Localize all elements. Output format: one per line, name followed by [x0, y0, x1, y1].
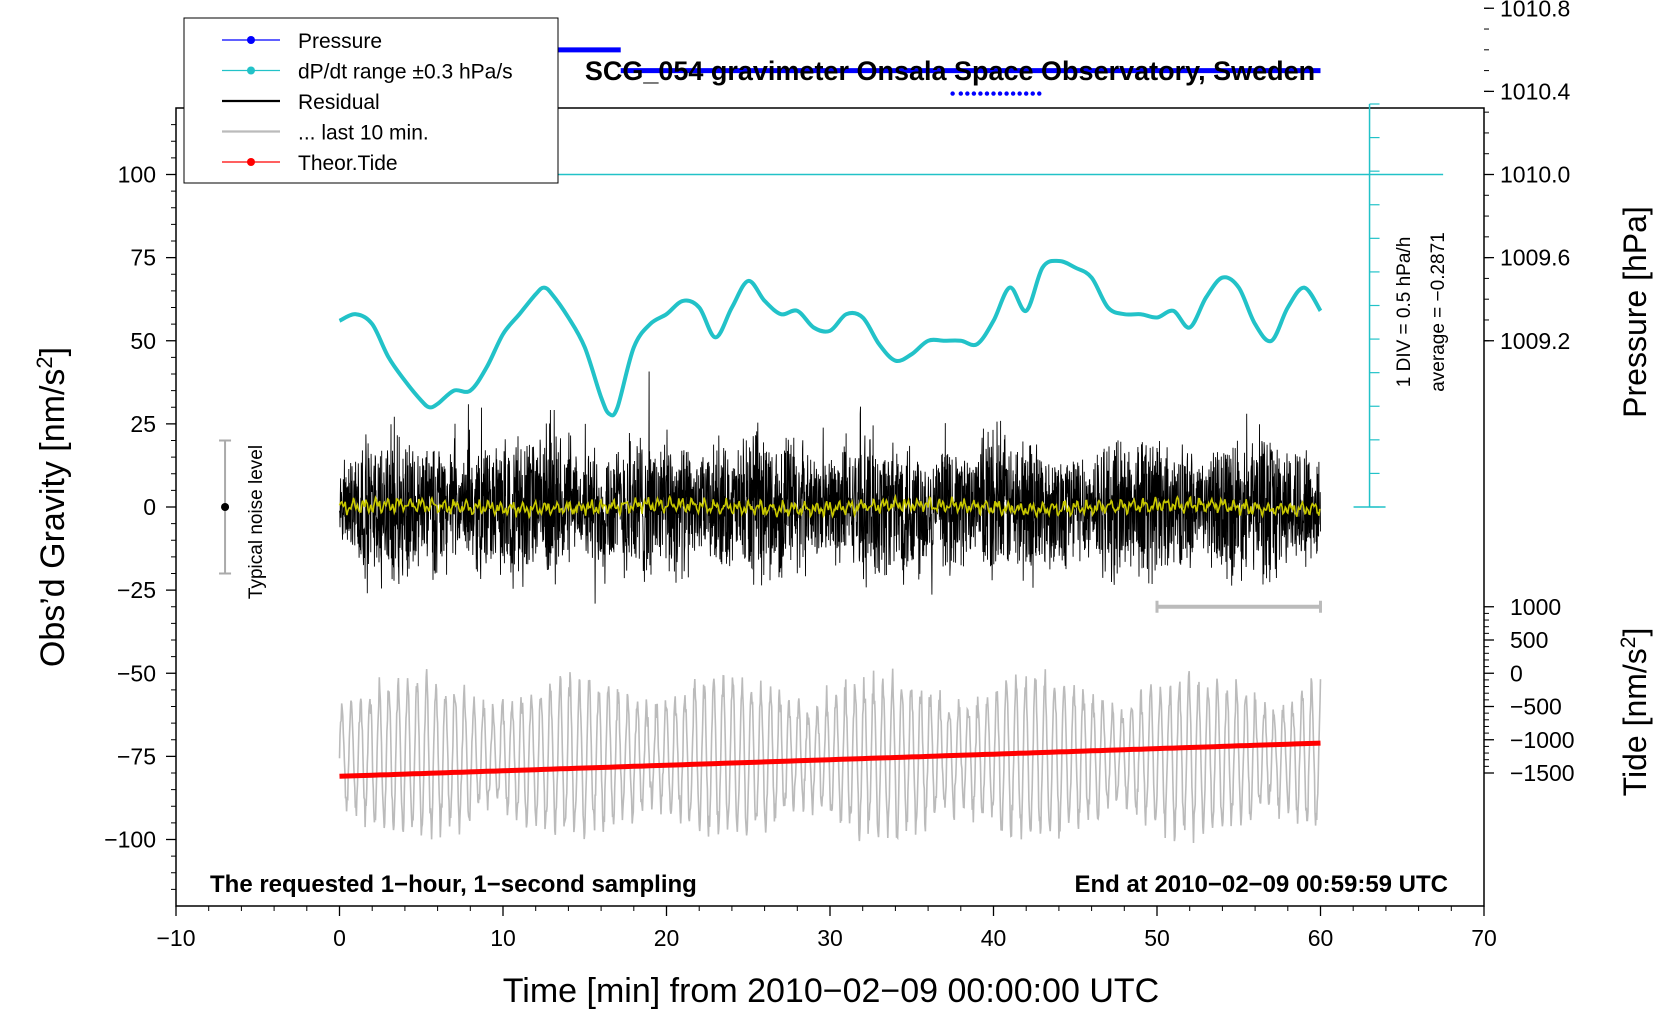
- legend-marker: [247, 66, 255, 75]
- legend-label: Residual: [298, 91, 380, 114]
- pressure-scale-label: 1 DIV = 0.5 hPa/h: [1394, 237, 1415, 388]
- series-tide-line: [339, 740, 1321, 779]
- legend-label: Theor.Tide: [298, 152, 398, 175]
- series-last10-line: [338, 668, 1322, 844]
- legend-label: ... last 10 min.: [298, 122, 429, 145]
- series-tide: [339, 740, 1321, 779]
- pressure-average-label: average = −0.2871: [1428, 232, 1449, 392]
- legend-item: dP/dt range ±0.3 hPa/s: [222, 61, 513, 84]
- legend-item: Residual: [222, 91, 380, 114]
- pressure-tick-label: 1009.2: [1500, 328, 1570, 354]
- y-axis-label-gravity-end: ]: [34, 347, 72, 356]
- tide-tick-label: −500: [1510, 694, 1562, 720]
- gravity-tick-label: −50: [117, 660, 156, 686]
- legend: Pressure dP/dt range ±0.3 hPa/s Residual..…: [183, 17, 559, 184]
- pressure-tick-label: 1009.6: [1500, 245, 1570, 271]
- pressure-tick-label: 1010.8: [1500, 0, 1570, 21]
- series-pressure-dot: [958, 91, 963, 96]
- gravity-tick-label: 75: [130, 245, 156, 271]
- chart-title: SCG_054 gravimeter Onsala Space Observat…: [585, 56, 1315, 86]
- y-axis-label-gravity-sup: 2: [32, 356, 57, 368]
- legend-item: Pressure: [222, 30, 382, 53]
- x-tick-label: 60: [1308, 925, 1334, 951]
- tide-tick-label: 1000: [1510, 594, 1561, 620]
- legend-marker: [247, 36, 255, 44]
- noise-level-label: Typical noise level: [246, 445, 267, 599]
- series-pressure-dot: [997, 91, 1003, 96]
- x-tick-label: 10: [490, 925, 516, 951]
- series-pressure-dot: [1023, 91, 1029, 96]
- gravity-tick-label: −100: [104, 827, 156, 853]
- noise-bar-center-dot: [221, 503, 230, 511]
- gravity-tick-label: −75: [117, 743, 156, 769]
- x-tick-label: 40: [981, 925, 1007, 951]
- series-dpdt-line: [338, 258, 1323, 418]
- gravity-tick-label: 100: [118, 162, 156, 188]
- legend-label: Pressure: [298, 30, 382, 53]
- series-pressure-dot: [971, 91, 977, 96]
- series-pressure-dot: [950, 91, 955, 96]
- pressure-tick-label: 1010.4: [1500, 78, 1571, 104]
- legend-item: ... last 10 min.: [222, 122, 429, 145]
- x-tick-label: 50: [1144, 925, 1170, 951]
- series-pressure-dot: [984, 91, 990, 96]
- series-pressure-dot: [1017, 91, 1022, 96]
- noise-level-bar: [219, 439, 232, 575]
- pressure-scale-ruler: [1353, 103, 1386, 508]
- series-pressure-dot: [991, 91, 996, 96]
- y-axis-label-gravity-main: Obs’d Gravity [nm/s: [34, 369, 72, 668]
- series-pressure-dot: [1004, 91, 1009, 96]
- y-axis-label-tide-sup: 2: [1617, 637, 1640, 649]
- last-10min-bracket: [1155, 600, 1322, 613]
- x-tick-label: 70: [1471, 925, 1497, 951]
- y-axis-label-tide-main: Tide [nm/s: [1617, 648, 1653, 796]
- tide-tick-label: 0: [1510, 660, 1523, 686]
- y-axis-label-tide-end: ]: [1617, 628, 1653, 637]
- x-tick-label: 0: [333, 925, 346, 951]
- gravity-tick-label: 50: [130, 328, 156, 354]
- y-axis-label-tide: Tide [nm/s2]: [1617, 628, 1653, 797]
- legend-item: Theor.Tide: [222, 152, 398, 175]
- legend-marker: [247, 158, 255, 166]
- x-tick-label: −10: [156, 925, 195, 951]
- tide-tick-label: −1000: [1510, 727, 1575, 753]
- series-pressure-dot: [978, 91, 983, 96]
- axis-layer: −10 0 10 20 30 40 50 60 701007550250−25−50−75−10…: [104, 0, 1574, 951]
- series-residual-line: [339, 371, 1321, 604]
- legend-label: dP/dt range ±0.3 hPa/s: [298, 61, 513, 84]
- series-pressure-dot: [965, 91, 970, 96]
- y-axis-label-pressure: Pressure [hPa]: [1617, 206, 1653, 418]
- legend-items: Pressure dP/dt range ±0.3 hPa/s Residual..…: [222, 30, 513, 175]
- series-residual-smoothed-line: [338, 493, 1321, 520]
- x-tick-label: 20: [654, 925, 680, 951]
- x-tick-label: 30: [817, 925, 843, 951]
- tide-tick-label: 500: [1510, 627, 1548, 653]
- gravity-tick-label: 0: [143, 494, 156, 520]
- x-axis-label: Time [min] from 2010−02−09 00:00:00 UTC: [503, 972, 1159, 1010]
- gravity-tick-label: −25: [117, 577, 156, 603]
- series-pressure-dot: [1037, 91, 1042, 96]
- pressure-tick-label: 1010.0: [1500, 162, 1570, 188]
- annotation-bottom-left: The requested 1−hour, 1−second sampling: [210, 871, 697, 898]
- y-axis-label-gravity: Obs’d Gravity [nm/s2]: [32, 347, 72, 667]
- annotation-bottom-right: End at 2010−02−09 00:59:59 UTC: [1074, 871, 1448, 898]
- series-pressure-dot: [1010, 91, 1016, 96]
- series-pressure-dot: [1030, 91, 1035, 96]
- gravity-tick-label: 25: [130, 411, 156, 437]
- tide-tick-label: −1500: [1510, 760, 1575, 786]
